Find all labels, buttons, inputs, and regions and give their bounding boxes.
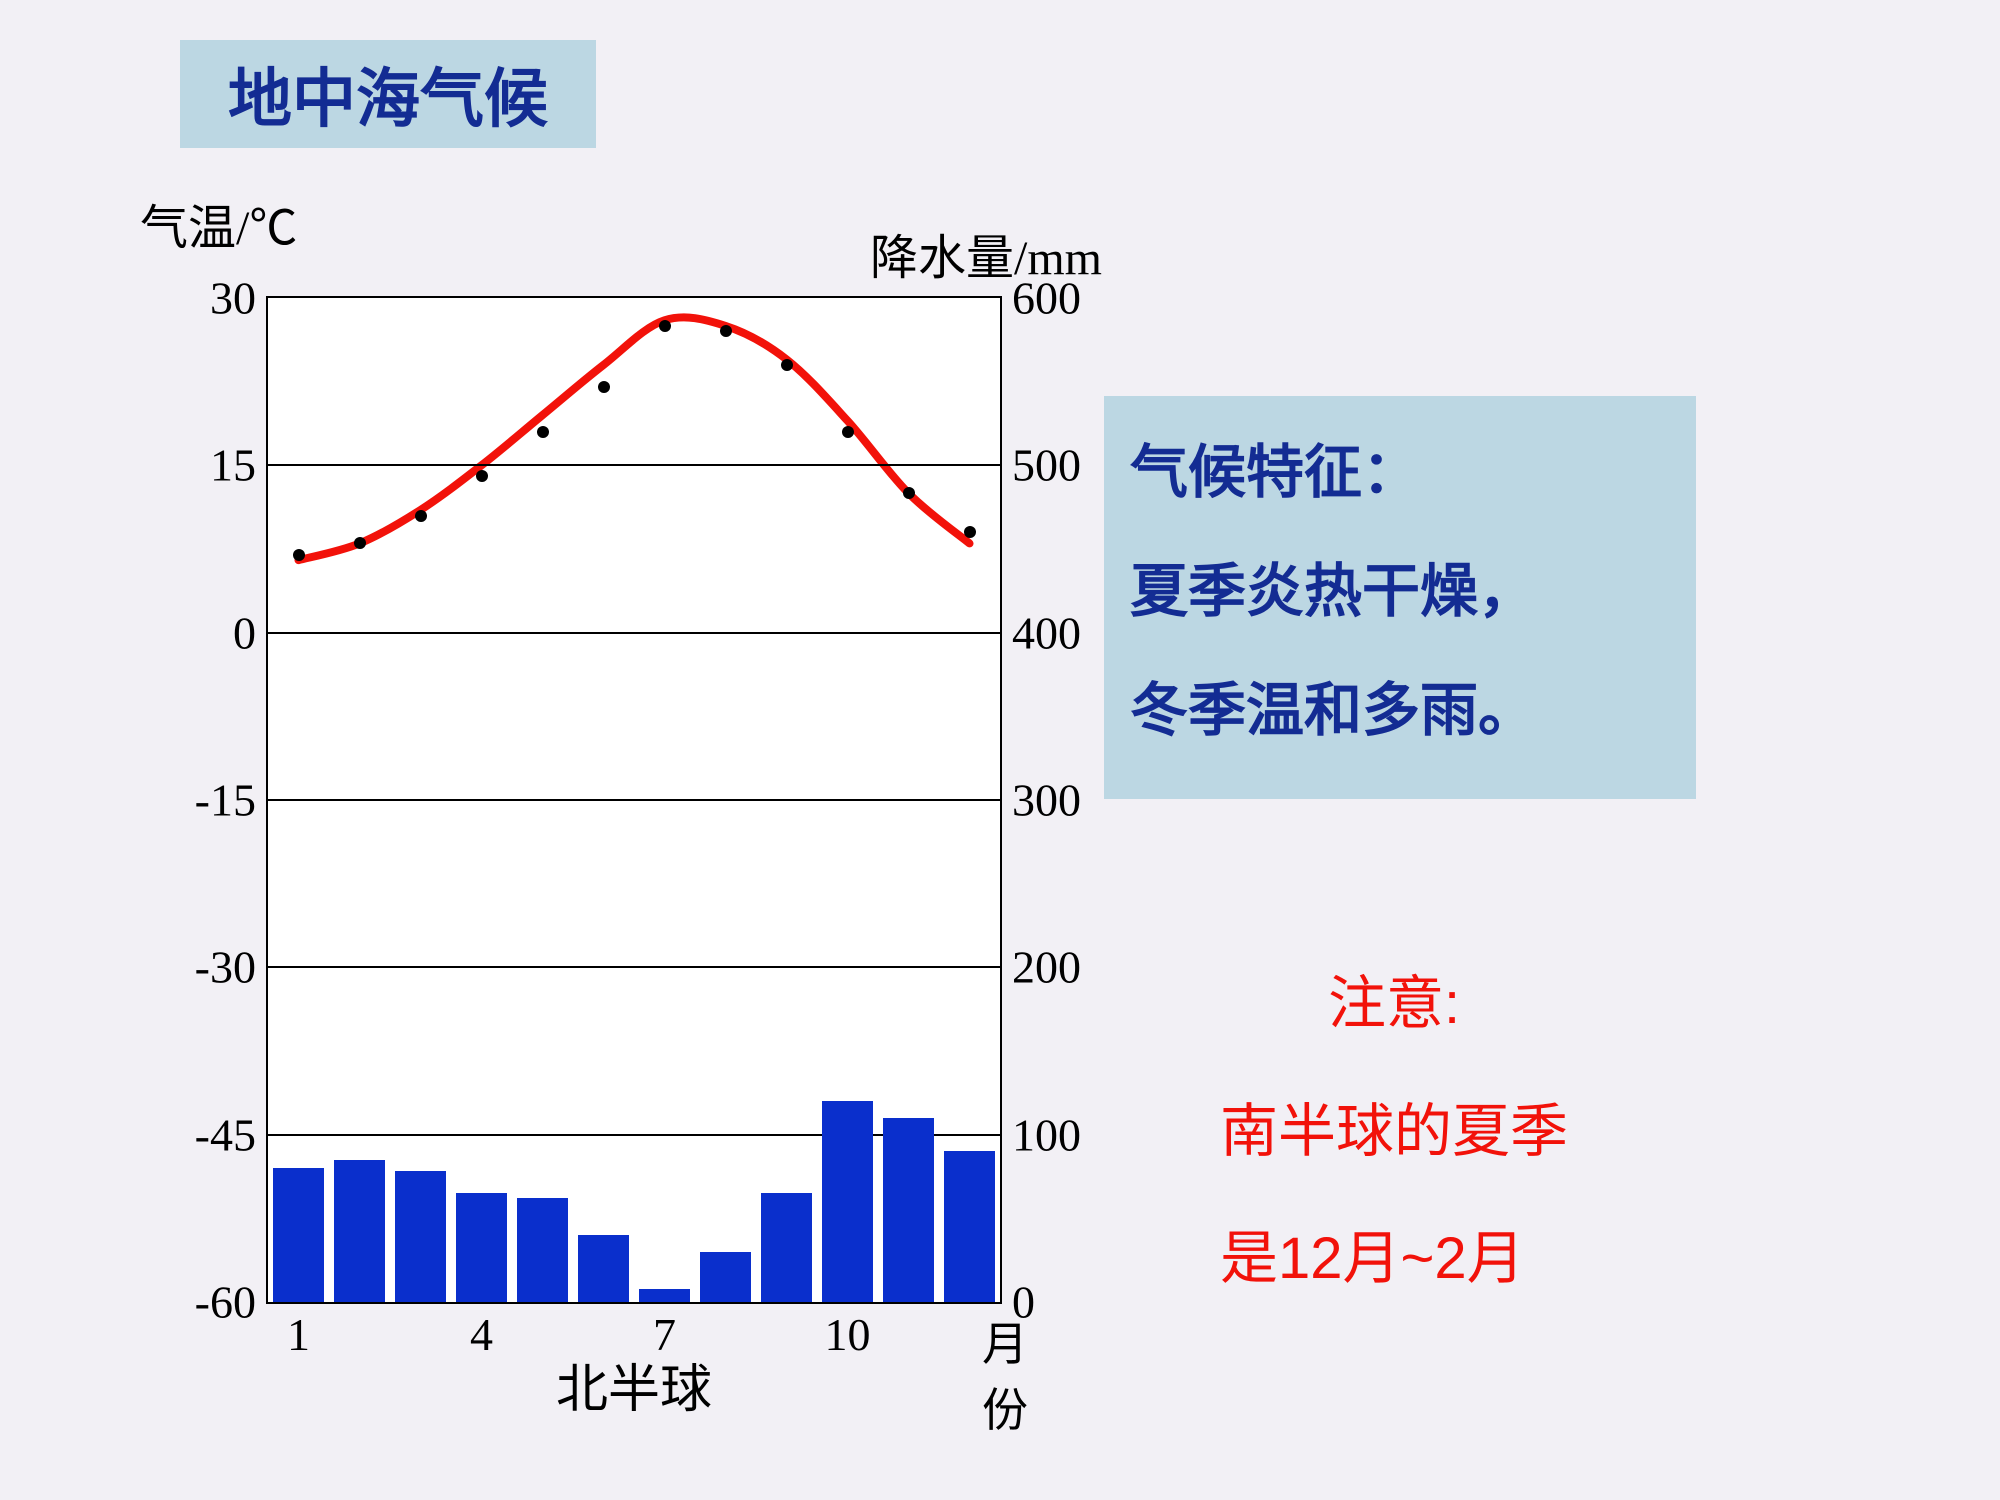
- y-left-tick: 0: [233, 606, 256, 659]
- y-left-tick: -30: [195, 941, 256, 994]
- y-right-tick: 600: [1012, 272, 1081, 325]
- note-text: 注意:南半球的夏季是12月~2月: [1220, 940, 1568, 1323]
- gridline: [268, 799, 1000, 801]
- temp-point: [598, 381, 610, 393]
- hemisphere-label: 北半球: [556, 1347, 712, 1422]
- note-line: 南半球的夏季: [1220, 1068, 1568, 1196]
- precip-bar: [761, 1193, 811, 1302]
- feature-line: 气候特征：: [1130, 414, 1670, 533]
- precip-bar: [822, 1101, 872, 1302]
- page: 地中海气候 气温/℃ 降水量/mm 北半球 30600155000400-153…: [0, 0, 2000, 1500]
- feature-line: 夏季炎热干燥，: [1130, 533, 1670, 652]
- x-tick: 4: [470, 1308, 493, 1361]
- y-right-tick: 300: [1012, 774, 1081, 827]
- temp-point: [842, 426, 854, 438]
- temp-point: [781, 359, 793, 371]
- y-right-tick: 400: [1012, 606, 1081, 659]
- feature-line: 冬季温和多雨。: [1130, 652, 1670, 771]
- y-left-title: 气温/℃: [140, 188, 297, 258]
- precip-bar: [334, 1160, 384, 1302]
- x-tick: 1: [287, 1308, 310, 1361]
- gridline: [268, 464, 1000, 466]
- temp-point: [659, 320, 671, 332]
- chart-title: 地中海气候: [180, 40, 596, 148]
- temp-point: [964, 526, 976, 538]
- temp-point: [476, 470, 488, 482]
- precip-bar: [517, 1198, 567, 1302]
- x-unit-label: 月份: [982, 1308, 1028, 1440]
- note-line: 是12月~2月: [1220, 1195, 1568, 1323]
- y-right-tick: 200: [1012, 941, 1081, 994]
- y-left-tick: -45: [195, 1108, 256, 1161]
- precip-bar: [639, 1289, 689, 1302]
- precip-bar: [578, 1235, 628, 1302]
- precip-bar: [273, 1168, 323, 1302]
- y-left-tick: 30: [210, 272, 256, 325]
- y-left-tick: -15: [195, 774, 256, 827]
- temp-curve-path: [299, 317, 970, 560]
- chart-plot: 北半球 30600155000400-15300-30200-45100-600…: [266, 296, 1002, 1304]
- note-line: 注意:: [1220, 940, 1568, 1068]
- precip-bar: [700, 1252, 750, 1302]
- y-left-tick: -60: [195, 1276, 256, 1329]
- temp-point: [903, 487, 915, 499]
- y-left-tick: 15: [210, 439, 256, 492]
- temp-point: [537, 426, 549, 438]
- precip-bar: [944, 1151, 994, 1302]
- temp-point: [293, 549, 305, 561]
- gridline: [268, 632, 1000, 634]
- temp-point: [720, 325, 732, 337]
- x-tick: 7: [653, 1308, 676, 1361]
- temp-point: [415, 510, 427, 522]
- y-right-tick: 100: [1012, 1108, 1081, 1161]
- gridline: [268, 966, 1000, 968]
- y-right-tick: 500: [1012, 439, 1081, 492]
- precip-bar: [456, 1193, 506, 1302]
- temp-point: [354, 537, 366, 549]
- climate-features: 气候特征：夏季炎热干燥，冬季温和多雨。: [1104, 396, 1696, 799]
- precip-bar: [395, 1171, 445, 1302]
- precip-bar: [883, 1118, 933, 1302]
- x-tick: 10: [825, 1308, 871, 1361]
